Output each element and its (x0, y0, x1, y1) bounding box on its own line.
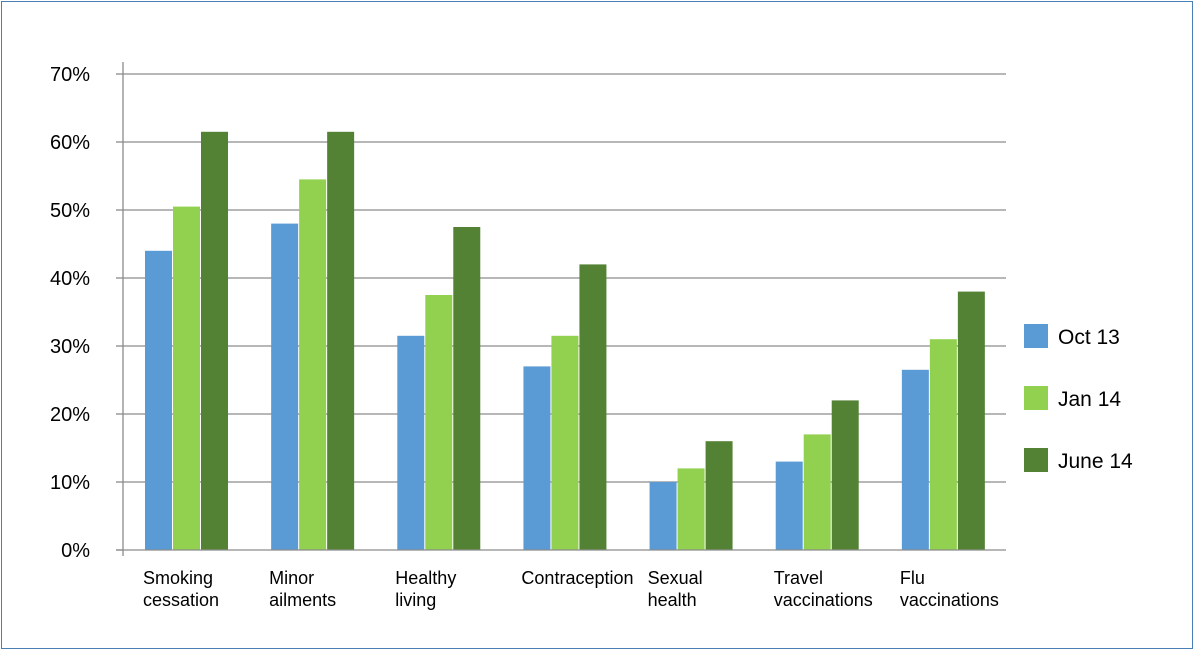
bar (705, 441, 733, 550)
y-tick-label: 0% (61, 540, 90, 562)
bars (145, 131, 985, 551)
legend-swatch (1024, 324, 1048, 348)
x-category-label: Smoking cessation (143, 568, 219, 610)
legend-label: June 14 (1058, 450, 1133, 473)
bar (551, 335, 579, 550)
y-tick-label: 10% (50, 472, 90, 494)
legend-swatch (1024, 386, 1048, 410)
bar (271, 223, 299, 550)
bar (397, 335, 425, 550)
legend: Oct 13 Jan 14 June 14 (1024, 324, 1133, 473)
y-tick-labels: 0% 10% 20% 30% 40% 50% 60% 70% (50, 64, 90, 562)
axes (116, 62, 1006, 556)
bar (299, 179, 327, 550)
legend-swatch (1024, 448, 1048, 472)
bar (677, 468, 705, 550)
bar (775, 461, 803, 550)
bar (649, 482, 677, 550)
bar (453, 227, 481, 550)
bar (523, 366, 551, 550)
y-tick-label: 20% (50, 404, 90, 426)
bar (201, 131, 228, 551)
bar (579, 264, 607, 550)
x-category-label: Contraception (521, 568, 633, 588)
x-category-label: Minor ailments (269, 568, 336, 610)
legend-label: Jan 14 (1058, 388, 1121, 411)
x-category-label: Flu vaccinations (900, 568, 999, 610)
bar (145, 250, 172, 551)
bar (173, 206, 200, 550)
bar (957, 291, 985, 550)
bar (831, 400, 859, 550)
y-tick-label: 30% (50, 336, 90, 358)
legend-label: Oct 13 (1058, 326, 1120, 349)
bar (327, 131, 355, 551)
bar (929, 339, 957, 550)
y-tick-label: 50% (50, 200, 90, 222)
x-category-label: Travel vaccinations (774, 568, 873, 610)
bar (901, 369, 929, 550)
x-category-label: Sexual health (648, 568, 703, 610)
bar (425, 295, 453, 550)
x-category-label: Healthy living (395, 568, 456, 610)
y-tick-label: 70% (50, 64, 90, 86)
x-category-labels: Smoking cessation Minor ailments Healthy livi… (143, 568, 999, 610)
bar (803, 434, 831, 550)
y-tick-label: 60% (50, 132, 90, 154)
y-tick-label: 40% (50, 268, 90, 290)
